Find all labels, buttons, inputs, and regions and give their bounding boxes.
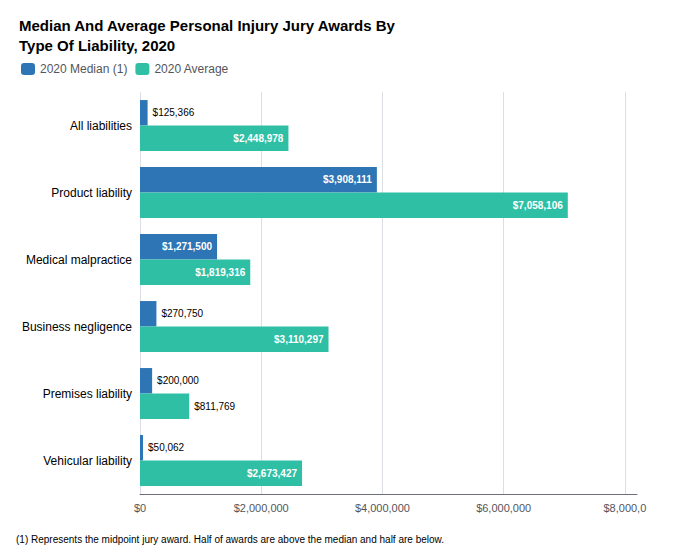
svg-text:(1) Represents the midpoint ju: (1) Represents the midpoint jury award. … bbox=[16, 534, 444, 545]
svg-text:$811,769: $811,769 bbox=[194, 401, 235, 412]
svg-text:$4,000,000: $4,000,000 bbox=[355, 502, 410, 514]
svg-text:$0: $0 bbox=[134, 502, 146, 514]
svg-text:$3,908,111: $3,908,111 bbox=[323, 174, 372, 185]
svg-text:$2,673,427: $2,673,427 bbox=[247, 468, 297, 479]
svg-text:Median And Average Personal In: Median And Average Personal Injury Jury … bbox=[19, 17, 396, 34]
svg-text:All liabilities: All liabilities bbox=[70, 119, 132, 133]
svg-text:$3,110,297: $3,110,297 bbox=[274, 334, 324, 345]
svg-text:$6,000,000: $6,000,000 bbox=[476, 502, 531, 514]
svg-text:$2,448,978: $2,448,978 bbox=[233, 133, 283, 144]
svg-text:$200,000: $200,000 bbox=[157, 375, 199, 386]
svg-text:Product liability: Product liability bbox=[51, 186, 132, 200]
svg-text:2020 Average: 2020 Average bbox=[154, 62, 228, 76]
svg-text:$125,366: $125,366 bbox=[153, 107, 195, 118]
svg-text:$1,819,316: $1,819,316 bbox=[195, 267, 245, 278]
svg-text:Business negligence: Business negligence bbox=[22, 320, 132, 334]
svg-text:Vehicular liability: Vehicular liability bbox=[43, 454, 132, 468]
svg-text:2020 Median (1): 2020 Median (1) bbox=[40, 62, 127, 76]
svg-text:$7,058,106: $7,058,106 bbox=[513, 200, 563, 211]
svg-text:$270,750: $270,750 bbox=[161, 308, 203, 319]
svg-text:$1,271,500: $1,271,500 bbox=[162, 241, 212, 252]
svg-text:Medical malpractice: Medical malpractice bbox=[26, 253, 132, 267]
svg-text:$8,000,0: $8,000,0 bbox=[603, 502, 646, 514]
svg-text:$2,000,000: $2,000,000 bbox=[234, 502, 289, 514]
svg-text:Type Of Liability, 2020: Type Of Liability, 2020 bbox=[19, 37, 175, 54]
svg-text:Premises liability: Premises liability bbox=[43, 387, 132, 401]
svg-text:$50,062: $50,062 bbox=[148, 442, 185, 453]
